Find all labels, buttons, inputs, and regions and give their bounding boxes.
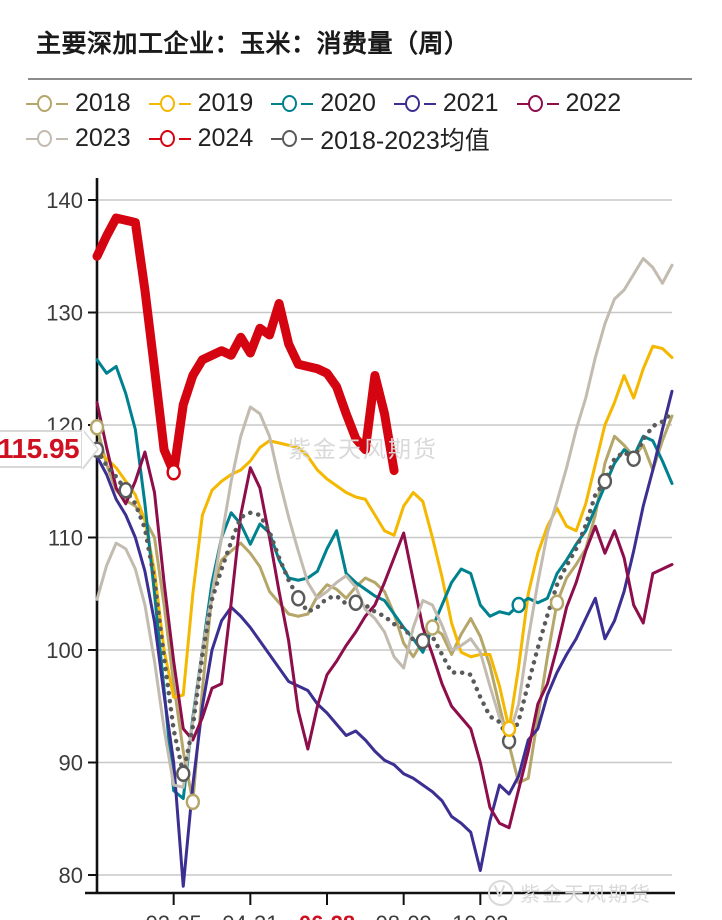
series-line-2019[interactable]	[95, 344, 674, 731]
legend-label: 2023	[75, 124, 131, 152]
x-axis-label: 04-21	[222, 911, 278, 920]
legend-marker-icon	[516, 93, 559, 115]
y-axis-label: 130	[46, 301, 83, 326]
chart-legend: 2018 2019 2020 2021 2022 2023 2024 2018-2023均值	[26, 86, 706, 156]
legend-label: 2020	[320, 89, 376, 117]
y-axis-label: 100	[46, 638, 83, 663]
series-marker	[511, 596, 526, 614]
legend-marker-icon	[148, 128, 191, 150]
series-marker	[348, 594, 363, 611]
series-marker	[501, 720, 517, 737]
legend-item-2018-2023均值[interactable]: 2018-2023均值	[271, 121, 490, 157]
legend-item-2021[interactable]: 2021	[393, 89, 499, 118]
y-axis-label: 90	[59, 751, 83, 776]
series-line-2018[interactable]	[95, 414, 674, 804]
title-divider	[28, 78, 692, 80]
series-line-2022[interactable]	[95, 401, 674, 830]
x-axis-label: 10-02	[452, 911, 508, 920]
callout-arrow	[82, 430, 98, 468]
legend-item-2020[interactable]: 2020	[271, 89, 376, 118]
series-marker	[118, 482, 133, 499]
line-chart-svg: 809010011012013014002-2504-2106-2808-091…	[46, 178, 675, 920]
callout-value: 115.95	[0, 433, 80, 464]
series-line-2023[interactable]	[95, 257, 674, 789]
legend-label: 2021	[442, 89, 499, 117]
series-marker	[549, 594, 565, 611]
series-line-2024[interactable]	[92, 213, 399, 477]
series-marker	[185, 793, 201, 811]
callout-body: 115.95	[0, 430, 84, 468]
series-marker	[597, 473, 613, 490]
legend-marker-icon	[271, 93, 314, 115]
y-axis-label: 110	[48, 526, 83, 551]
x-axis-label: 08-09	[376, 911, 432, 920]
series-marker	[176, 765, 191, 782]
series-marker	[415, 632, 431, 650]
legend-marker-icon	[26, 93, 68, 115]
series-marker	[626, 450, 641, 467]
x-axis-label: 02-25	[146, 911, 202, 920]
legend-marker-icon	[393, 93, 436, 115]
legend-marker-icon	[271, 128, 314, 150]
legend-label: 2024	[197, 124, 254, 152]
page-title: 主要深加工企业：玉米：消费量（周）	[36, 29, 470, 58]
plot-area: 809010011012013014002-2504-2106-2808-091…	[0, 178, 722, 920]
series-line-2021[interactable]	[95, 389, 674, 888]
legend-marker-icon	[26, 128, 68, 150]
legend-item-2022[interactable]: 2022	[516, 89, 622, 118]
series-marker	[425, 619, 440, 636]
legend-label: 2019	[197, 89, 254, 117]
legend-row: 2023 2024 2018-2023均值	[26, 121, 706, 156]
x-axis-label: 06-28	[299, 911, 355, 920]
legend-label: 2018-2023均值	[320, 126, 490, 155]
y-axis-label: 80	[59, 863, 83, 888]
series-marker	[291, 590, 306, 607]
legend-item-2023[interactable]: 2023	[26, 124, 131, 153]
legend-item-2018[interactable]: 2018	[26, 89, 131, 118]
legend-label: 2022	[565, 89, 622, 117]
series-marker	[166, 464, 181, 481]
series-line-2018-2023均值[interactable]	[94, 410, 675, 776]
legend-label: 2018	[75, 89, 131, 117]
legend-marker-icon	[148, 93, 191, 115]
legend-row: 2018 2019 2020 2021 2022	[26, 86, 706, 121]
y-axis-label: 140	[46, 188, 83, 213]
legend-item-2019[interactable]: 2019	[148, 89, 254, 118]
legend-item-2024[interactable]: 2024	[148, 124, 254, 153]
last-value-callout: 115.95	[0, 428, 98, 470]
